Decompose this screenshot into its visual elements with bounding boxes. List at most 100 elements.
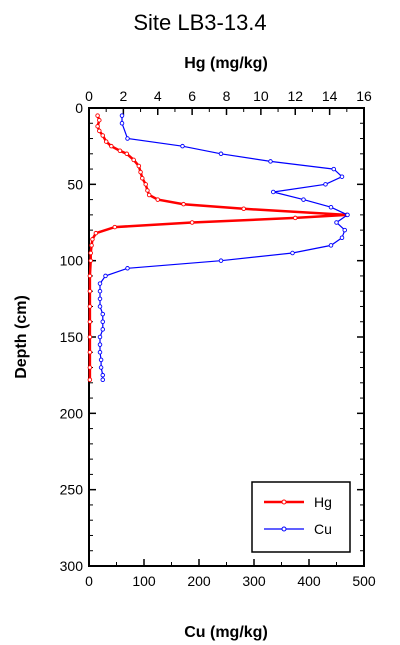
data-point-cu xyxy=(301,197,306,202)
legend-marker-hg xyxy=(281,499,287,505)
y-axis-ticks: 0 50 100 150 200 250 300 xyxy=(60,100,364,574)
data-point-hg xyxy=(87,334,93,340)
data-point-cu xyxy=(98,357,104,363)
data-point-cu xyxy=(97,296,103,302)
data-point-hg xyxy=(87,319,93,324)
data-point-cu xyxy=(271,189,276,195)
y-axis-label: Depth (cm) xyxy=(13,295,30,379)
data-point-cu xyxy=(345,212,350,218)
data-point-hg xyxy=(117,148,123,153)
data-point-cu xyxy=(328,204,334,210)
bottom-tick-label: 0 xyxy=(85,573,93,589)
data-point-cu xyxy=(331,166,337,172)
data-point-hg xyxy=(97,117,102,123)
top-tick-label: 4 xyxy=(154,88,162,104)
data-point-cu xyxy=(339,235,345,241)
data-point-hg xyxy=(136,163,142,169)
data-point-cu xyxy=(97,334,103,340)
bottom-tick-label: 100 xyxy=(132,573,156,589)
bottom-tick-label: 400 xyxy=(297,573,321,589)
series-line-cu xyxy=(99,115,349,380)
data-point-hg xyxy=(87,273,93,279)
data-point-hg xyxy=(145,188,150,193)
data-point-cu xyxy=(125,136,130,141)
data-point-hg xyxy=(138,169,143,175)
data-point-cu xyxy=(100,319,105,324)
data-point-hg xyxy=(146,192,152,198)
data-point-hg xyxy=(95,124,100,129)
bottom-axis-ticks: 0 100 200 300 400 500 xyxy=(85,559,376,589)
legend-box xyxy=(251,481,351,553)
bottom-tick-label: 500 xyxy=(352,573,376,589)
data-point-hg xyxy=(87,304,93,309)
top-axis-label: Hg (mg/kg) xyxy=(184,55,268,72)
data-point-cu xyxy=(268,159,273,164)
data-point-hg xyxy=(131,157,136,163)
legend-label-hg: Hg xyxy=(314,494,332,510)
data-point-cu xyxy=(100,327,105,332)
legend: Hg Cu xyxy=(251,481,351,553)
data-point-cu xyxy=(100,311,105,317)
y-tick-label: 300 xyxy=(60,558,84,574)
data-point-cu xyxy=(290,250,295,256)
top-tick-label: 16 xyxy=(356,88,372,104)
data-point-hg xyxy=(87,350,93,355)
legend-label-cu: Cu xyxy=(314,521,332,537)
data-point-hg xyxy=(124,151,130,157)
data-point-cu xyxy=(328,243,334,248)
data-point-hg xyxy=(100,133,105,138)
top-tick-label: 8 xyxy=(223,88,231,104)
data-point-cu xyxy=(218,258,224,263)
series-layer xyxy=(87,113,350,382)
data-point-cu xyxy=(97,281,103,286)
top-tick-label: 0 xyxy=(85,88,93,104)
top-tick-label: 6 xyxy=(188,88,196,104)
data-point-cu xyxy=(342,227,348,233)
y-tick-label: 100 xyxy=(60,253,84,269)
data-point-hg xyxy=(155,197,160,202)
y-tick-label: 250 xyxy=(60,482,84,498)
data-point-hg xyxy=(97,128,102,134)
data-point-hg xyxy=(189,220,195,225)
data-point-cu xyxy=(334,220,339,225)
top-tick-label: 14 xyxy=(322,88,338,104)
bottom-tick-label: 200 xyxy=(187,573,211,589)
top-tick-label: 10 xyxy=(253,88,269,104)
data-point-hg xyxy=(140,175,145,181)
data-point-cu xyxy=(98,365,104,370)
data-point-cu xyxy=(323,182,328,187)
data-point-hg xyxy=(112,224,118,230)
top-axis-ticks: 0 2 4 6 8 10 12 14 16 xyxy=(85,88,372,115)
data-point-cu xyxy=(119,113,125,118)
chart-title: Site LB3-13.4 xyxy=(133,10,266,35)
data-point-hg xyxy=(93,230,99,236)
data-point-hg xyxy=(293,215,298,221)
data-point-cu xyxy=(97,342,103,347)
data-point-hg xyxy=(95,113,100,118)
top-tick-label: 12 xyxy=(287,88,303,104)
data-point-hg xyxy=(90,237,95,242)
data-point-hg xyxy=(87,365,93,370)
data-point-hg xyxy=(88,250,93,256)
y-tick-label: 150 xyxy=(60,329,84,345)
data-point-hg xyxy=(89,243,94,248)
y-tick-label: 50 xyxy=(67,176,83,192)
data-point-cu xyxy=(125,266,130,271)
top-tick-label: 2 xyxy=(119,88,127,104)
y-tick-label: 200 xyxy=(60,405,84,421)
data-point-cu xyxy=(100,372,105,378)
bottom-tick-label: 300 xyxy=(242,573,266,589)
data-point-cu xyxy=(97,288,103,294)
data-point-hg xyxy=(241,206,246,212)
data-point-hg xyxy=(87,288,93,294)
data-point-cu xyxy=(97,350,103,355)
data-point-hg xyxy=(87,377,93,382)
legend-marker-cu xyxy=(281,526,287,532)
data-point-cu xyxy=(103,273,108,279)
data-point-cu xyxy=(119,121,125,126)
data-point-hg xyxy=(103,139,109,144)
data-point-cu xyxy=(180,143,185,149)
data-point-hg xyxy=(109,143,114,149)
bottom-axis-label: Cu (mg/kg) xyxy=(184,624,268,641)
